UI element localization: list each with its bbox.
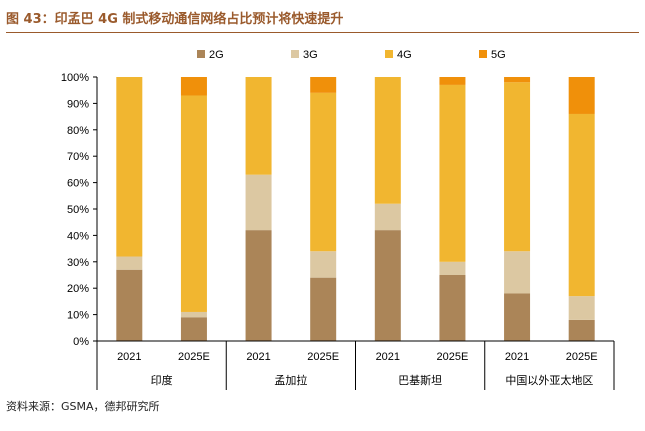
bar-2g-3 (310, 277, 337, 341)
bars (116, 77, 595, 341)
y-tick-label: 0% (73, 336, 89, 348)
y-tick-label: 50% (67, 204, 89, 216)
y-tick-label: 20% (67, 283, 89, 295)
chart-title: 图 43：印孟巴 4G 制式移动通信网络占比预计将快速提升 (6, 8, 639, 33)
legend-label-5g: 5G (491, 49, 506, 61)
bar-5g-6 (504, 77, 531, 83)
x-axis: 2021 2025E 2021 2025E 2021 2025E 2021 2025E 印度 孟加… (96, 340, 615, 390)
y-axis: 0% 10% 20% 30% 40% 50% 60% 70% 80% 90% 100% (61, 72, 98, 348)
bar-3g-2 (245, 174, 272, 231)
y-tick-label: 100% (61, 72, 89, 84)
bar-3g-7 (568, 296, 595, 320)
group-label: 孟加拉 (274, 373, 307, 387)
group-label: 中国以外亚太地区 (505, 374, 593, 387)
bar-4g-2 (245, 77, 272, 175)
bar-2g-7 (568, 319, 595, 341)
y-tick-label: 80% (67, 125, 89, 137)
bar-4g-0 (116, 77, 143, 257)
bar-2g-2 (245, 230, 272, 341)
bar-2g-0 (116, 269, 143, 341)
x-tick-label: 2021 (246, 351, 270, 363)
bar-3g-0 (116, 256, 143, 270)
y-tick-label: 10% (67, 310, 89, 322)
x-tick-label: 2021 (505, 351, 529, 363)
group-label: 巴基斯坦 (398, 373, 442, 387)
bar-5g-3 (310, 77, 337, 93)
x-tick-label: 2021 (376, 351, 400, 363)
legend-label-4g: 4G (397, 49, 412, 61)
source-note: 资料来源：GSMA，德邦研究所 (6, 400, 160, 413)
x-tick-label: 2025E (437, 351, 469, 363)
y-tick-label: 30% (67, 257, 89, 269)
bar-5g-7 (568, 77, 595, 114)
legend-label-3g: 3G (303, 49, 318, 61)
x-tick-label: 2025E (178, 351, 210, 363)
x-tick-label: 2025E (307, 351, 339, 363)
legend-swatch-2g (197, 50, 205, 58)
legend-swatch-5g (479, 50, 487, 58)
x-tick-label: 2021 (117, 351, 141, 363)
legend: 2G 3G 4G 5G (197, 49, 506, 61)
bar-2g-5 (439, 275, 466, 341)
y-tick-label: 70% (67, 151, 89, 163)
bar-4g-5 (439, 84, 466, 262)
bar-5g-5 (439, 77, 466, 85)
bar-5g-1 (180, 77, 207, 96)
x-tick-label: 2025E (566, 351, 598, 363)
bar-3g-4 (374, 203, 401, 231)
bar-4g-6 (504, 82, 531, 252)
y-tick-label: 60% (67, 178, 89, 190)
bar-4g-3 (310, 92, 337, 252)
bar-4g-4 (374, 77, 401, 204)
bar-2g-4 (374, 230, 401, 341)
legend-label-2g: 2G (209, 49, 224, 61)
y-tick-label: 90% (67, 98, 89, 110)
bar-3g-1 (180, 311, 207, 318)
group-label: 印度 (151, 373, 173, 387)
bar-3g-5 (439, 261, 466, 275)
y-tick-label: 40% (67, 230, 89, 242)
bar-2g-1 (180, 317, 207, 341)
bar-3g-6 (504, 251, 531, 294)
bar-4g-7 (568, 113, 595, 297)
legend-swatch-4g (385, 50, 393, 58)
bar-2g-6 (504, 293, 531, 341)
legend-swatch-3g (291, 50, 299, 58)
bar-3g-3 (310, 251, 337, 278)
bar-4g-1 (180, 95, 207, 312)
